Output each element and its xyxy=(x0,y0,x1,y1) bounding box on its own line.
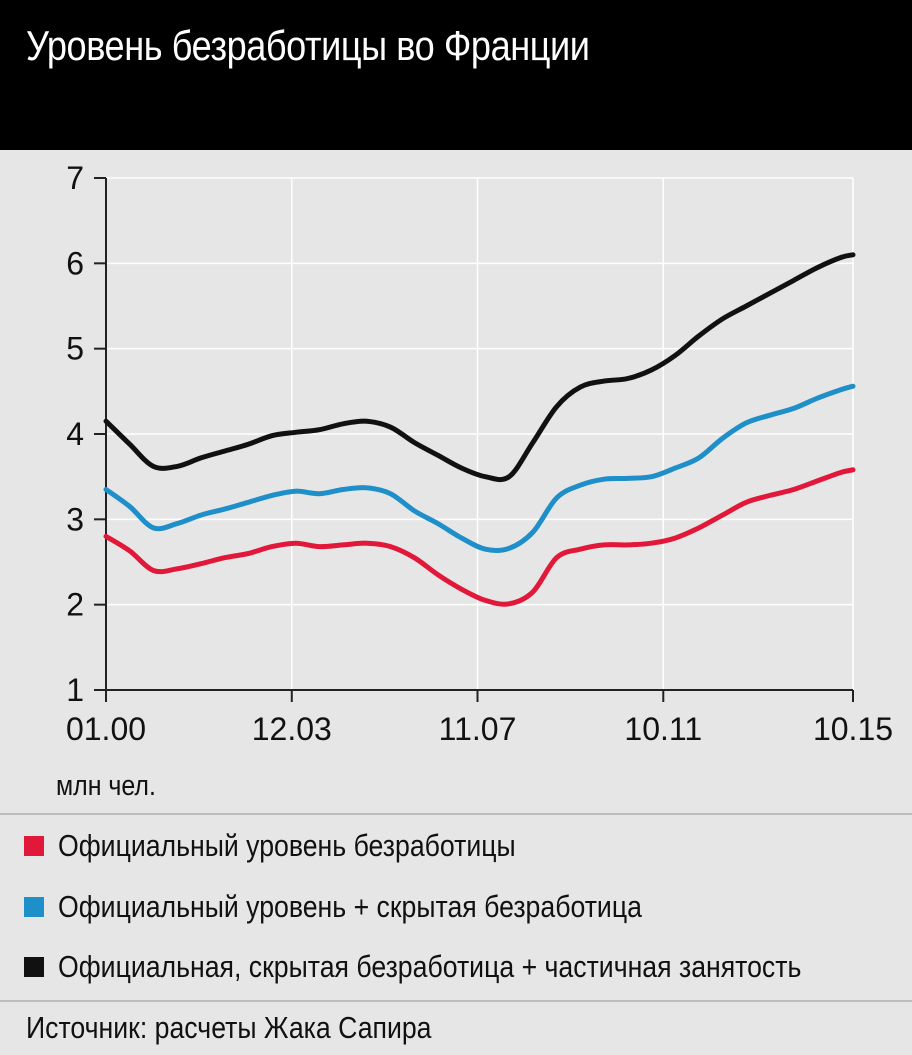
legend-label: Официальный уровень + скрытая безработиц… xyxy=(58,889,642,924)
x-tick-label: 12.03 xyxy=(252,711,332,747)
y-tick-label: 7 xyxy=(66,160,84,196)
y-tick-label: 4 xyxy=(66,416,84,452)
header-bar: Уровень безработицы во Франции xyxy=(0,0,912,150)
legend-swatch xyxy=(24,897,44,917)
source-note: Источник: расчеты Жака Сапира xyxy=(26,1010,432,1045)
y-tick-label: 1 xyxy=(66,672,84,708)
divider xyxy=(0,1000,912,1002)
x-tick-label: 11.07 xyxy=(439,711,517,747)
axis-layer: 1 2 3 4 5 6 7 01.00 12.03 11.07 10.11 10.15 xyxy=(66,160,893,747)
legend-item-official: Официальный уровень безработицы xyxy=(24,826,590,866)
series-line-3 xyxy=(103,252,856,483)
legend-label: Официальная, скрытая безработица + части… xyxy=(58,949,802,984)
divider xyxy=(0,813,912,815)
series-line-2 xyxy=(103,383,856,553)
series-line-1 xyxy=(103,467,856,607)
x-tick-label: 10.11 xyxy=(624,711,702,747)
legend-swatch xyxy=(24,957,44,977)
y-tick-label: 5 xyxy=(66,331,84,367)
legend-label: Официальный уровень безработицы xyxy=(58,828,516,863)
chart-title: Уровень безработицы во Франции xyxy=(26,22,590,69)
x-tick-label: 01.00 xyxy=(66,711,146,747)
grid-layer xyxy=(106,177,854,690)
legend-item-hidden: Официальный уровень + скрытая безработиц… xyxy=(24,887,737,927)
legend-item-partial: Официальная, скрытая безработица + части… xyxy=(24,947,912,987)
line-chart: 1 2 3 4 5 6 7 01.00 12.03 11.07 10.11 10.15 xyxy=(66,160,893,747)
series-layer xyxy=(103,252,856,607)
y-tick-label: 3 xyxy=(66,501,84,537)
unit-label: млн чел. xyxy=(56,770,156,802)
y-tick-label: 6 xyxy=(66,245,84,281)
x-tick-label: 10.15 xyxy=(813,711,893,747)
y-tick-label: 2 xyxy=(66,587,84,623)
legend-swatch xyxy=(24,836,44,856)
